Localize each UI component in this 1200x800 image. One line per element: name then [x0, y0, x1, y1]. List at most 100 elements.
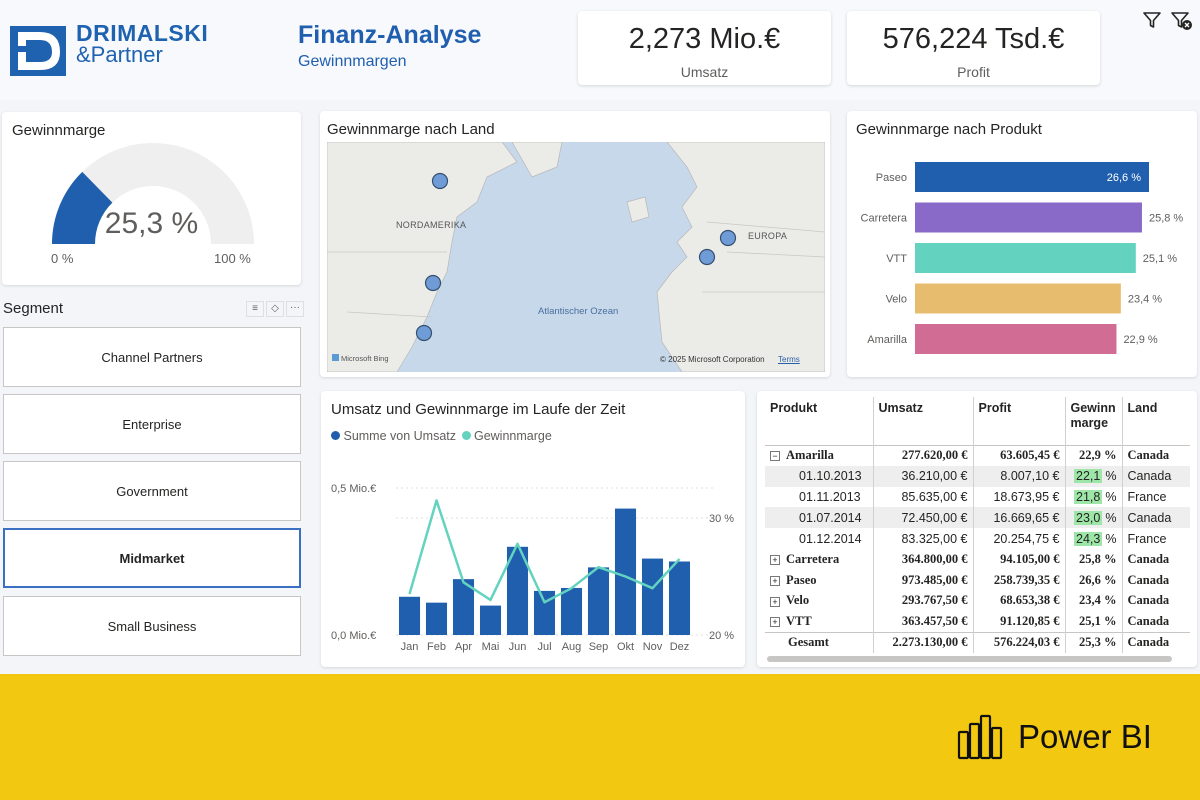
matrix-body: − Amarilla 277.620,00 €63.605,45 €22,9 % Ca… [765, 445, 1190, 653]
table-row[interactable]: 01.12.2014 83.325,00 €20.254,75 €24,3% Fra… [765, 528, 1190, 549]
matrix-table-card[interactable]: Produkt Umsatz Profit Gewinn marge Land … [757, 391, 1197, 667]
filter-icon[interactable] [1142, 10, 1162, 30]
revenue-bar[interactable] [560, 587, 583, 635]
segment-button-midmarket[interactable]: Midmarket [3, 528, 301, 588]
map-bubble-usa[interactable] [424, 274, 442, 292]
cell-text: 01.07.2014 [799, 510, 862, 525]
time-chart-legend: Summe von Umsatz Gewinnmarge [331, 429, 552, 443]
map-bubble-canada[interactable] [431, 172, 449, 190]
horizontal-scrollbar[interactable] [767, 656, 1172, 662]
revenue-bar[interactable] [479, 605, 502, 635]
revenue-bar[interactable] [614, 508, 637, 635]
cell-produkt: + Velo [765, 590, 874, 612]
revenue-bar[interactable] [452, 579, 475, 635]
map-terms-link[interactable]: Terms [778, 355, 800, 364]
product-bar[interactable] [915, 283, 1121, 314]
table-row[interactable]: 01.10.2013 36.210,00 €8.007,10 €22,1% Cana… [765, 465, 1190, 487]
cell-gewinnmarge: 25,3 % [1065, 632, 1123, 653]
x-tick-label: Mai [482, 641, 500, 653]
column-header-gewinnmarge[interactable]: Gewinn marge [1065, 397, 1123, 445]
map-land-north-america [327, 142, 518, 372]
cell-text: 01.11.2013 [799, 489, 861, 504]
map-bubble-mexico[interactable] [415, 324, 433, 342]
product-bar[interactable] [915, 162, 1149, 192]
margin-line[interactable] [408, 499, 681, 604]
kpi-card-profit[interactable]: 576,224 Tsd.€ Profit [847, 11, 1100, 85]
table-row[interactable]: Gesamt 2.273.130,00 €576.224,03 €25,3 % Ca… [765, 632, 1190, 653]
legend-marker-umsatz [331, 431, 340, 440]
slicer-filter-icon[interactable]: ≡ [246, 301, 264, 317]
expand-icon[interactable]: + [770, 617, 780, 628]
column-header-produkt[interactable]: Produkt [765, 397, 874, 445]
map-card[interactable]: Gewinnmarge nach Land NORDAMERIKA EUROPA… [320, 111, 830, 377]
table-row[interactable]: + Carretera 364.800,00 €94.105,00 €25,8 % C… [765, 548, 1190, 570]
cell-produkt: 01.12.2014 [765, 528, 874, 549]
combo-chart: 0,5 Mio.€ 0,0 Mio.€ 30 % 20 % Jan Feb Apr Mai Ju… [331, 483, 734, 653]
revenue-bar[interactable] [398, 596, 421, 635]
kpi-label: Profit [957, 64, 990, 80]
kpi-card-umsatz[interactable]: 2,273 Mio.€ Umsatz [578, 11, 831, 85]
revenue-bar[interactable] [668, 561, 691, 636]
table-row[interactable]: + Paseo 973.485,00 €258.739,35 €26,6 % Cana… [765, 569, 1190, 591]
table-row[interactable]: − Amarilla 277.620,00 €63.605,45 €22,9 % Ca… [765, 445, 1190, 466]
product-chart-card[interactable]: Gewinnmarge nach Produkt Paseo 26,6 % Carr… [847, 111, 1197, 377]
product-bar[interactable] [915, 202, 1142, 233]
cell-profit: 258.739,35 € [973, 569, 1066, 591]
revenue-bar[interactable] [533, 590, 556, 635]
cell-umsatz: 83.325,00 € [873, 528, 974, 549]
table-row[interactable]: 01.11.2013 85.635,00 €18.673,95 €21,8% Fra… [765, 486, 1190, 508]
table-row[interactable]: + VTT 363.457,50 €91.120,85 €25,1 % Canada [765, 611, 1190, 633]
legend-label-umsatz[interactable]: Summe von Umsatz [343, 429, 457, 443]
gauge-fill [52, 171, 113, 244]
clear-filter-icon[interactable] [1170, 10, 1194, 32]
revenue-bar[interactable] [587, 567, 610, 635]
product-bar[interactable] [915, 243, 1136, 273]
map-attribution-text: Microsoft Bing [341, 354, 389, 363]
slicer-more-options-icon[interactable]: ··· [286, 301, 304, 317]
product-category-label: Amarilla [867, 334, 908, 346]
cell-text: Paseo [786, 572, 817, 587]
logo-text-primary: DRIMALSKI [76, 20, 209, 46]
map-bubble-germany[interactable] [719, 229, 737, 247]
page-subtitle: Gewinnmargen [298, 53, 407, 70]
slicer-eraser-icon[interactable]: ◇ [266, 301, 284, 317]
segment-button-small-business[interactable]: Small Business [3, 596, 301, 656]
time-chart-card[interactable]: Umsatz und Gewinnmarge im Laufe der Zeit… [321, 391, 745, 667]
gauge-max-label: 100 % [214, 251, 251, 266]
expand-icon[interactable]: + [770, 596, 780, 607]
cell-profit: 68.653,38 € [973, 590, 1066, 612]
cell-profit: 18.673,95 € [973, 486, 1066, 508]
revenue-bar[interactable] [641, 558, 664, 635]
collapse-icon[interactable]: − [770, 451, 780, 462]
expand-icon[interactable]: + [770, 555, 780, 565]
map-bubble-france[interactable] [698, 248, 716, 266]
y-right-tick-label: 20 % [709, 630, 734, 642]
kpi-label: Umsatz [680, 64, 729, 80]
gauge-card[interactable]: Gewinnmarge 25,3 % 0 % 100 % [2, 112, 301, 285]
x-tick-label: Dez [670, 641, 690, 653]
legend-marker-gewinnmarge [461, 431, 471, 440]
power-bi-logo-icon [957, 714, 1003, 760]
cell-produkt: − Amarilla [765, 445, 874, 466]
map-canvas[interactable] [327, 142, 825, 372]
table-row[interactable]: 01.07.2014 72.450,00 €16.669,65 €23,0% Can… [765, 507, 1190, 529]
segment-button-enterprise[interactable]: Enterprise [3, 394, 301, 454]
cell-gewinnmarge: 24,3% [1065, 528, 1123, 549]
legend-label-gewinnmarge[interactable]: Gewinnmarge [473, 429, 552, 443]
cell-text: Amarilla [786, 448, 834, 463]
expand-icon[interactable]: + [770, 575, 780, 586]
table-row[interactable]: + Velo 293.767,50 €68.653,38 €23,4 % Canada [765, 590, 1190, 612]
cell-produkt: 01.07.2014 [765, 507, 874, 529]
cell-land: France [1127, 531, 1167, 546]
product-bar-data-label: 25,8 % [1149, 213, 1183, 225]
segment-button-channel-partners[interactable]: Channel Partners [3, 327, 301, 387]
product-category-label: VTT [886, 253, 907, 265]
revenue-bar[interactable] [506, 546, 529, 635]
column-header-umsatz[interactable]: Umsatz [873, 397, 974, 445]
segment-button-government[interactable]: Government [3, 461, 301, 521]
column-header-land[interactable]: Land [1127, 401, 1158, 415]
product-bar[interactable] [915, 324, 1117, 354]
cell-highlight: 23,0 [1074, 510, 1103, 525]
column-header-profit[interactable]: Profit [973, 397, 1066, 445]
revenue-bar[interactable] [425, 602, 448, 635]
